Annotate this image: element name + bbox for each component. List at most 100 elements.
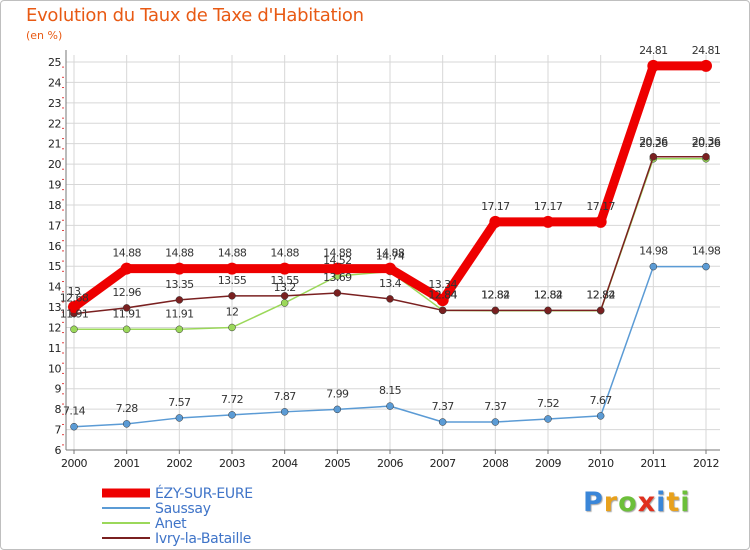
data-label: 13.35: [165, 278, 194, 291]
data-label: 14.88: [270, 247, 299, 260]
unit-label: (en %): [26, 29, 63, 42]
data-label: 12.84: [428, 288, 457, 301]
data-label: 14.98: [639, 245, 668, 258]
data-label: 12.84: [534, 288, 563, 301]
data-label: 14.88: [165, 247, 194, 260]
x-tick-label: 2001: [114, 457, 140, 470]
proxiti-logo: Proxiti: [583, 487, 691, 518]
series-point-0: [173, 262, 186, 275]
data-label: 17.17: [534, 200, 563, 213]
data-label: 13.34: [428, 278, 457, 291]
x-tick-label: 2010: [588, 457, 614, 470]
series-point-1: [702, 262, 710, 271]
series-point-0: [120, 262, 133, 275]
data-label: 7.57: [168, 396, 191, 409]
series-point-3: [649, 153, 658, 161]
data-label: 12.84: [481, 288, 510, 301]
series-point-2: [228, 323, 236, 332]
series-point-1: [70, 422, 78, 431]
series-point-0: [700, 59, 712, 72]
data-label: 14.88: [323, 247, 352, 260]
x-tick-label: 2009: [535, 457, 561, 470]
y-tick-label: 18: [48, 199, 61, 212]
y-tick-label: 12: [48, 321, 61, 334]
data-label: 20.26: [639, 137, 668, 150]
series-point-3: [702, 153, 710, 161]
series-point-1: [596, 412, 605, 420]
series-point-3: [596, 306, 605, 315]
data-label: 14.88: [112, 247, 141, 260]
legend-label: Anet: [155, 516, 187, 532]
y-tick-label: 13: [48, 301, 61, 314]
y-tick-label: 19: [48, 179, 61, 192]
series-point-0: [542, 215, 554, 228]
logo-letter: r: [603, 487, 619, 518]
y-tick-label: 11: [48, 342, 61, 355]
y-tick-label: 25: [48, 56, 61, 69]
x-tick-label: 2000: [61, 457, 87, 470]
data-label: 7.52: [537, 397, 559, 410]
data-label: 14.88: [376, 247, 405, 260]
series-point-0: [226, 262, 238, 275]
data-label: 7.37: [484, 400, 507, 413]
series-point-0: [594, 215, 607, 228]
data-label: 11.91: [60, 307, 89, 320]
x-tick-label: 2011: [640, 457, 666, 470]
data-label: 13.55: [270, 274, 299, 287]
logo-letter: o: [618, 487, 638, 518]
series-point-3: [386, 295, 394, 303]
data-label: 20.26: [692, 137, 721, 150]
data-label: 17.17: [586, 200, 615, 213]
series-point-3: [175, 296, 184, 304]
x-tick-label: 2006: [377, 457, 403, 470]
x-tick-label: 2007: [430, 457, 456, 470]
y-tick-label: 7: [55, 424, 62, 437]
series-point-1: [280, 408, 289, 416]
series-point-1: [438, 418, 447, 426]
data-label: 12: [226, 305, 239, 318]
data-label: 20.36: [692, 135, 721, 148]
x-tick-label: 2005: [324, 457, 350, 470]
series-point-3: [438, 306, 447, 315]
data-label: 7.14: [63, 405, 86, 418]
series-point-2: [122, 325, 131, 334]
y-tick-label: 22: [48, 117, 61, 130]
logo-letter: P: [583, 487, 604, 518]
legend-label: Ivry-la-Bataille: [155, 531, 251, 547]
y-tick-label: 8: [55, 403, 62, 416]
series-point-1: [122, 420, 131, 428]
series-point-0: [436, 294, 449, 307]
logo-letter: i: [656, 487, 667, 518]
data-label: 7.67: [590, 394, 613, 407]
series-point-0: [278, 262, 291, 275]
data-label: 17.17: [481, 200, 510, 213]
series-point-2: [175, 325, 184, 334]
y-tick-label: 20: [48, 158, 61, 171]
x-tick-label: 2002: [166, 457, 192, 470]
data-label: 14.88: [218, 247, 247, 260]
series-point-3: [228, 292, 236, 300]
data-label: 12.82: [534, 289, 563, 302]
series-lines: [68, 59, 712, 431]
data-label: 13: [68, 285, 81, 298]
axes: [62, 50, 720, 454]
data-label: 12.82: [481, 289, 510, 302]
data-label: 12.84: [428, 288, 457, 301]
data-label: 12.82: [586, 289, 615, 302]
series-point-1: [175, 414, 184, 422]
y-tick-label: 24: [48, 76, 61, 89]
y-tick-label: 9: [55, 383, 62, 396]
series-point-0: [384, 262, 396, 275]
series-point-3: [491, 306, 500, 315]
data-label: 11.91: [112, 307, 141, 320]
y-tick-label: 10: [48, 362, 61, 375]
data-label: 20.36: [639, 135, 668, 148]
chart-title: Evolution du Taux de Taxe d'Habitation: [26, 5, 364, 26]
series-point-0: [68, 301, 80, 314]
y-tick-label: 14: [48, 281, 61, 294]
series-point-0: [489, 215, 502, 228]
series-point-0: [331, 262, 344, 275]
data-label: 11.91: [165, 307, 194, 320]
data-label: 14.74: [376, 250, 405, 263]
